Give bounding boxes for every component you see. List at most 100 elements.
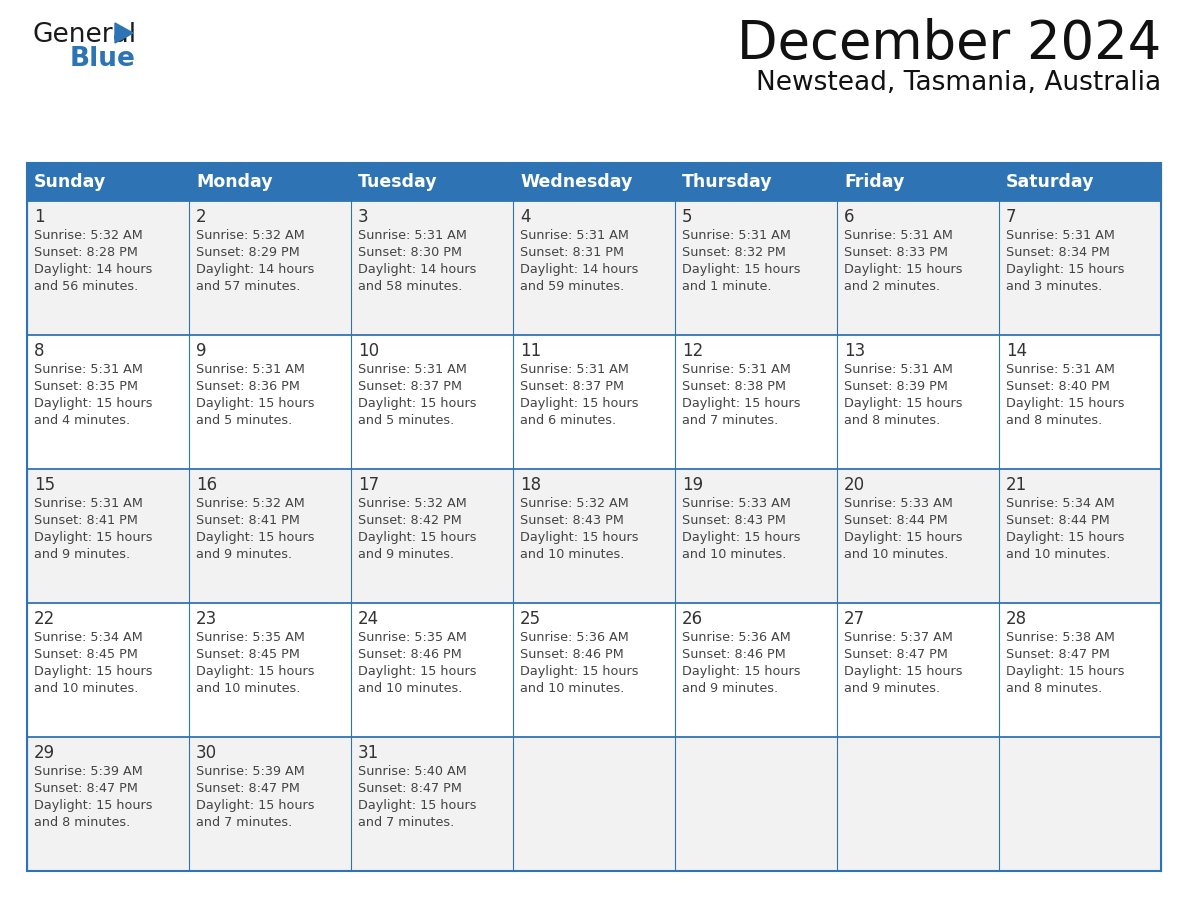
Text: 27: 27 — [843, 610, 865, 628]
Text: and 59 minutes.: and 59 minutes. — [520, 280, 624, 293]
Text: Sunset: 8:30 PM: Sunset: 8:30 PM — [358, 246, 462, 259]
Bar — [27, 163, 1161, 201]
Text: Sunrise: 5:31 AM: Sunrise: 5:31 AM — [843, 363, 953, 376]
Text: Sunset: 8:45 PM: Sunset: 8:45 PM — [34, 648, 138, 661]
Text: Daylight: 15 hours: Daylight: 15 hours — [843, 531, 962, 544]
Text: Daylight: 15 hours: Daylight: 15 hours — [520, 531, 638, 544]
Text: Daylight: 15 hours: Daylight: 15 hours — [196, 531, 315, 544]
Text: Newstead, Tasmania, Australia: Newstead, Tasmania, Australia — [756, 70, 1161, 96]
Text: General: General — [32, 22, 137, 48]
Text: Daylight: 15 hours: Daylight: 15 hours — [1006, 531, 1125, 544]
Text: Daylight: 15 hours: Daylight: 15 hours — [682, 665, 801, 678]
Text: and 10 minutes.: and 10 minutes. — [682, 548, 786, 561]
Text: 31: 31 — [358, 744, 379, 762]
Text: 19: 19 — [682, 476, 703, 494]
Text: 20: 20 — [843, 476, 865, 494]
Text: Sunset: 8:37 PM: Sunset: 8:37 PM — [520, 380, 624, 393]
Text: Sunrise: 5:33 AM: Sunrise: 5:33 AM — [682, 497, 791, 510]
Text: Sunrise: 5:34 AM: Sunrise: 5:34 AM — [34, 631, 143, 644]
Text: and 5 minutes.: and 5 minutes. — [196, 414, 292, 427]
Text: Sunset: 8:40 PM: Sunset: 8:40 PM — [1006, 380, 1110, 393]
Text: Daylight: 14 hours: Daylight: 14 hours — [520, 263, 638, 276]
Text: 11: 11 — [520, 342, 542, 360]
Bar — [27, 201, 1161, 335]
Text: 21: 21 — [1006, 476, 1028, 494]
Text: Sunrise: 5:32 AM: Sunrise: 5:32 AM — [196, 497, 305, 510]
Text: Monday: Monday — [196, 173, 272, 191]
Text: Sunset: 8:43 PM: Sunset: 8:43 PM — [682, 514, 786, 527]
Text: Daylight: 15 hours: Daylight: 15 hours — [196, 799, 315, 812]
Text: Sunset: 8:32 PM: Sunset: 8:32 PM — [682, 246, 786, 259]
Text: 4: 4 — [520, 208, 531, 226]
Text: 2: 2 — [196, 208, 207, 226]
Text: Sunrise: 5:34 AM: Sunrise: 5:34 AM — [1006, 497, 1114, 510]
Text: 1: 1 — [34, 208, 45, 226]
Text: and 9 minutes.: and 9 minutes. — [682, 682, 778, 695]
Bar — [27, 469, 1161, 603]
Text: Sunrise: 5:39 AM: Sunrise: 5:39 AM — [196, 765, 305, 778]
Text: and 1 minute.: and 1 minute. — [682, 280, 771, 293]
Text: Sunrise: 5:32 AM: Sunrise: 5:32 AM — [196, 229, 305, 242]
Text: 22: 22 — [34, 610, 56, 628]
Text: Daylight: 14 hours: Daylight: 14 hours — [196, 263, 315, 276]
Text: Sunset: 8:46 PM: Sunset: 8:46 PM — [682, 648, 785, 661]
Text: Sunrise: 5:32 AM: Sunrise: 5:32 AM — [34, 229, 143, 242]
Text: and 3 minutes.: and 3 minutes. — [1006, 280, 1102, 293]
Text: Daylight: 15 hours: Daylight: 15 hours — [358, 397, 476, 410]
Text: Daylight: 15 hours: Daylight: 15 hours — [1006, 665, 1125, 678]
Text: 25: 25 — [520, 610, 541, 628]
Text: Wednesday: Wednesday — [520, 173, 632, 191]
Text: Sunset: 8:42 PM: Sunset: 8:42 PM — [358, 514, 462, 527]
Text: 6: 6 — [843, 208, 854, 226]
Text: and 10 minutes.: and 10 minutes. — [520, 548, 625, 561]
Text: Daylight: 15 hours: Daylight: 15 hours — [1006, 263, 1125, 276]
Text: Sunset: 8:35 PM: Sunset: 8:35 PM — [34, 380, 138, 393]
Text: Sunrise: 5:31 AM: Sunrise: 5:31 AM — [358, 229, 467, 242]
Text: Sunset: 8:39 PM: Sunset: 8:39 PM — [843, 380, 948, 393]
Text: Sunset: 8:33 PM: Sunset: 8:33 PM — [843, 246, 948, 259]
Text: and 56 minutes.: and 56 minutes. — [34, 280, 138, 293]
Text: Daylight: 15 hours: Daylight: 15 hours — [682, 531, 801, 544]
Text: Sunset: 8:47 PM: Sunset: 8:47 PM — [34, 782, 138, 795]
Text: and 10 minutes.: and 10 minutes. — [358, 682, 462, 695]
Text: Tuesday: Tuesday — [358, 173, 437, 191]
Text: Sunrise: 5:31 AM: Sunrise: 5:31 AM — [358, 363, 467, 376]
Text: Sunrise: 5:31 AM: Sunrise: 5:31 AM — [34, 497, 143, 510]
Text: Sunset: 8:34 PM: Sunset: 8:34 PM — [1006, 246, 1110, 259]
Text: Sunrise: 5:35 AM: Sunrise: 5:35 AM — [196, 631, 305, 644]
Text: 15: 15 — [34, 476, 55, 494]
Text: Daylight: 15 hours: Daylight: 15 hours — [843, 397, 962, 410]
Text: Sunday: Sunday — [34, 173, 106, 191]
Text: Sunrise: 5:35 AM: Sunrise: 5:35 AM — [358, 631, 467, 644]
Text: and 9 minutes.: and 9 minutes. — [34, 548, 131, 561]
Text: 29: 29 — [34, 744, 55, 762]
Text: Sunrise: 5:31 AM: Sunrise: 5:31 AM — [520, 363, 628, 376]
Text: Saturday: Saturday — [1006, 173, 1094, 191]
Text: and 6 minutes.: and 6 minutes. — [520, 414, 617, 427]
Text: 14: 14 — [1006, 342, 1028, 360]
Text: and 5 minutes.: and 5 minutes. — [358, 414, 454, 427]
Text: Daylight: 15 hours: Daylight: 15 hours — [358, 531, 476, 544]
Text: Sunrise: 5:31 AM: Sunrise: 5:31 AM — [520, 229, 628, 242]
Text: and 7 minutes.: and 7 minutes. — [196, 816, 292, 829]
Text: Sunset: 8:37 PM: Sunset: 8:37 PM — [358, 380, 462, 393]
Text: and 7 minutes.: and 7 minutes. — [358, 816, 454, 829]
Text: and 8 minutes.: and 8 minutes. — [843, 414, 940, 427]
Text: Daylight: 15 hours: Daylight: 15 hours — [34, 799, 152, 812]
Text: Sunrise: 5:31 AM: Sunrise: 5:31 AM — [682, 363, 791, 376]
Text: Daylight: 15 hours: Daylight: 15 hours — [358, 665, 476, 678]
Text: Sunset: 8:47 PM: Sunset: 8:47 PM — [1006, 648, 1110, 661]
Text: Sunrise: 5:36 AM: Sunrise: 5:36 AM — [682, 631, 791, 644]
Polygon shape — [115, 23, 133, 43]
Bar — [27, 163, 1161, 871]
Text: and 57 minutes.: and 57 minutes. — [196, 280, 301, 293]
Text: 16: 16 — [196, 476, 217, 494]
Text: 12: 12 — [682, 342, 703, 360]
Text: Sunset: 8:45 PM: Sunset: 8:45 PM — [196, 648, 299, 661]
Text: Daylight: 15 hours: Daylight: 15 hours — [358, 799, 476, 812]
Text: 3: 3 — [358, 208, 368, 226]
Text: Daylight: 15 hours: Daylight: 15 hours — [34, 397, 152, 410]
Text: Daylight: 15 hours: Daylight: 15 hours — [843, 665, 962, 678]
Text: Daylight: 15 hours: Daylight: 15 hours — [34, 531, 152, 544]
Text: and 58 minutes.: and 58 minutes. — [358, 280, 462, 293]
